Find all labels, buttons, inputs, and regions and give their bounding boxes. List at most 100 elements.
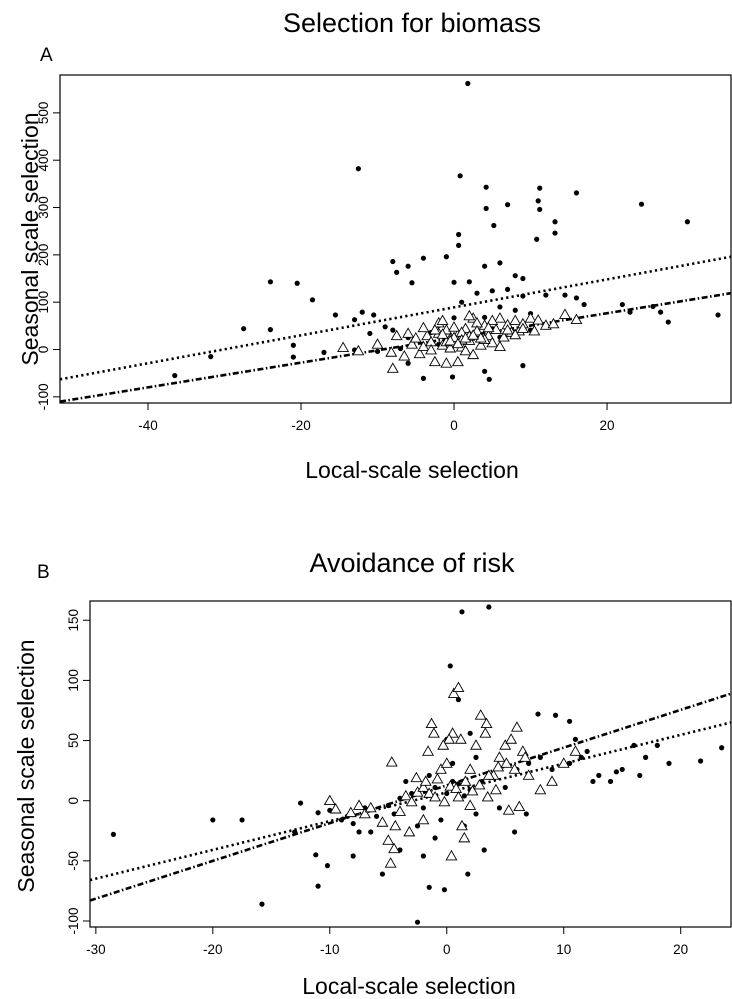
triangle-point [384,857,397,868]
triangle-point [493,751,506,762]
data-point [315,810,321,816]
data-point [504,202,511,208]
triangle-point [429,790,442,802]
y-tick-label: -50 [66,851,81,871]
data-point [483,184,489,190]
data-point [350,853,356,859]
data-point [520,363,526,369]
data-point [172,372,178,379]
y-tick-label: 100 [66,669,81,692]
data-point [496,805,502,811]
data-point [390,327,396,333]
triangle-point [358,807,371,819]
triangle-point [436,314,449,325]
data-point [613,769,619,775]
triangle-point [513,800,526,812]
triangle-point [474,709,487,720]
data-point [584,748,590,754]
triangle-point [417,813,430,825]
data-point [367,330,373,337]
triangle-point [382,834,395,845]
data-point [459,609,465,615]
data-point [426,772,432,779]
x-tick-label: 10 [556,942,571,957]
y-tick-label: 150 [66,609,81,632]
data-point [313,852,319,858]
triangle-point [438,795,451,807]
regression-lines [89,692,732,902]
triangle-point [385,756,398,767]
data-point [638,201,645,207]
triangle-point [352,344,365,356]
triangle-point [376,816,389,827]
data-point [379,871,386,877]
data-point [371,312,377,318]
triangle-point [463,309,476,321]
data-point [466,279,472,285]
data-point [566,718,573,724]
data-point [443,254,449,260]
triangle-point [425,717,438,729]
data-point [658,309,664,315]
panel-label: B [37,562,50,583]
data-point [665,319,671,325]
triangle-point [522,769,535,780]
data-point [482,368,488,374]
data-point [359,309,365,315]
triangle-point [428,324,441,335]
triangle-point [470,739,482,750]
data-point [566,760,573,766]
triangle-point [502,804,515,815]
data-point [497,304,503,310]
data-point [473,754,479,760]
data-point [526,760,532,766]
data-point [459,299,465,305]
data-point [241,326,247,332]
triangle-point [532,314,545,325]
data-point [456,231,462,238]
x-tick-label: 20 [600,418,615,433]
data-point [512,829,518,835]
data-point [607,778,614,785]
triangle-point [437,739,450,750]
data-point [441,887,448,893]
triangle-point [464,763,477,774]
data-point [619,301,625,308]
data-point [619,766,625,773]
triangle-point [509,328,522,340]
data-point [627,309,633,315]
data-point [486,376,492,382]
triangle-point [528,324,541,336]
triangle-point [459,344,472,356]
y-tick-label: 0 [66,797,81,805]
y-axis-label: Seasonal scale selection [13,639,39,892]
triangle-point [451,355,464,367]
triangle-point [486,314,499,325]
triangle-point [323,794,336,806]
x-tick-label: 0 [443,942,451,957]
triangle-point [492,760,505,772]
triangle-point [388,842,401,854]
data-point [719,745,725,751]
triangle-point [389,819,402,831]
data-point [321,349,327,355]
triangle-point [434,763,447,774]
data-point [409,280,415,286]
triangle-point [405,338,418,349]
triangle-point [455,819,468,831]
plot-frame [89,600,732,928]
triangle-point [399,789,412,801]
x-axis-label: Local-scale selection [302,973,516,999]
data-point [426,884,432,890]
data-point [481,847,487,853]
data-point [315,883,321,889]
data-point [397,345,404,352]
triangle-point [452,681,465,692]
data-point [504,286,511,293]
data-point [449,374,456,380]
data-point [432,835,438,841]
data-point [373,813,380,819]
triangle-point [443,733,456,744]
triangle-point [516,322,529,334]
